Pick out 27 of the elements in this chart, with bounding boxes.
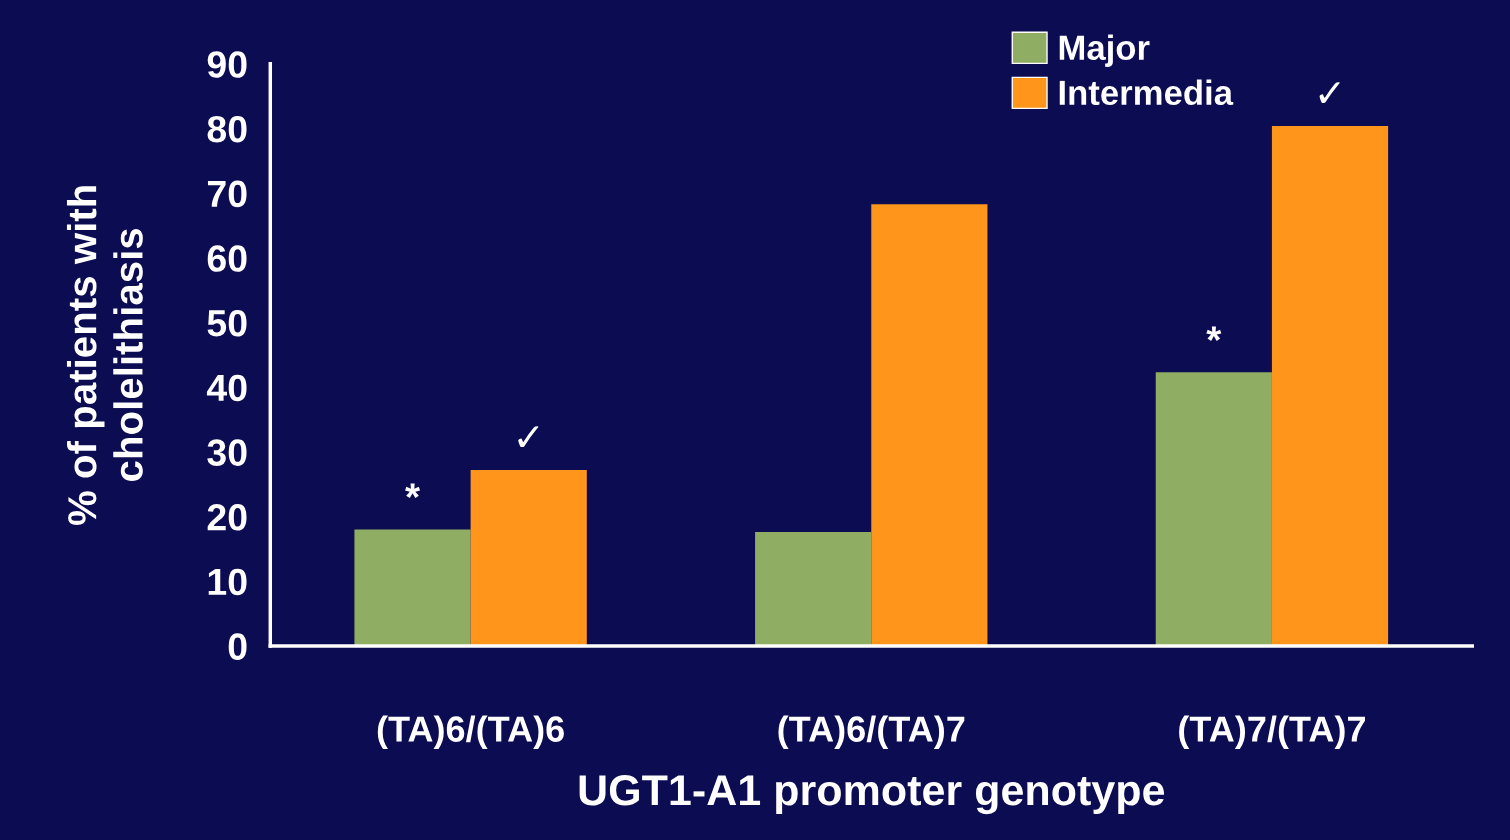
- bar: [470, 470, 587, 646]
- bar: [755, 532, 872, 646]
- annotation: ✓: [518, 426, 539, 448]
- legend-label: Major: [1059, 34, 1150, 67]
- annotation: *: [1206, 326, 1222, 341]
- y-tick-label: 50: [207, 309, 247, 337]
- x-axis-title: UGT1-A1 promoter genotype: [579, 775, 1165, 815]
- bar: [871, 204, 988, 646]
- y-tick-label: 40: [206, 374, 247, 402]
- y-tick-label: 90: [207, 51, 247, 78]
- y-tick-label: 0: [228, 633, 247, 660]
- legend-label: Intermedia: [1059, 79, 1234, 106]
- y-tick-label: 80: [207, 115, 247, 143]
- bar: [1155, 372, 1272, 646]
- y-tick-label: 70: [207, 180, 247, 208]
- annotation: *: [405, 483, 421, 499]
- x-tick-label: (TA)6/(TA)6: [377, 715, 564, 750]
- x-tick-label: (TA)7/(TA)7: [1179, 715, 1365, 750]
- y-axis-title: % of patients with cholelithiasis: [66, 186, 143, 526]
- bar: [1271, 125, 1389, 646]
- y-tick-label: 20: [207, 504, 247, 531]
- bar: [354, 529, 471, 646]
- y-tick-label: 60: [207, 245, 247, 272]
- y-tick-label: 30: [207, 439, 247, 466]
- x-tick-label: (TA)6/(TA)7: [778, 715, 965, 750]
- annotation: ✓: [1319, 82, 1340, 103]
- y-tick-label: 10: [208, 568, 247, 596]
